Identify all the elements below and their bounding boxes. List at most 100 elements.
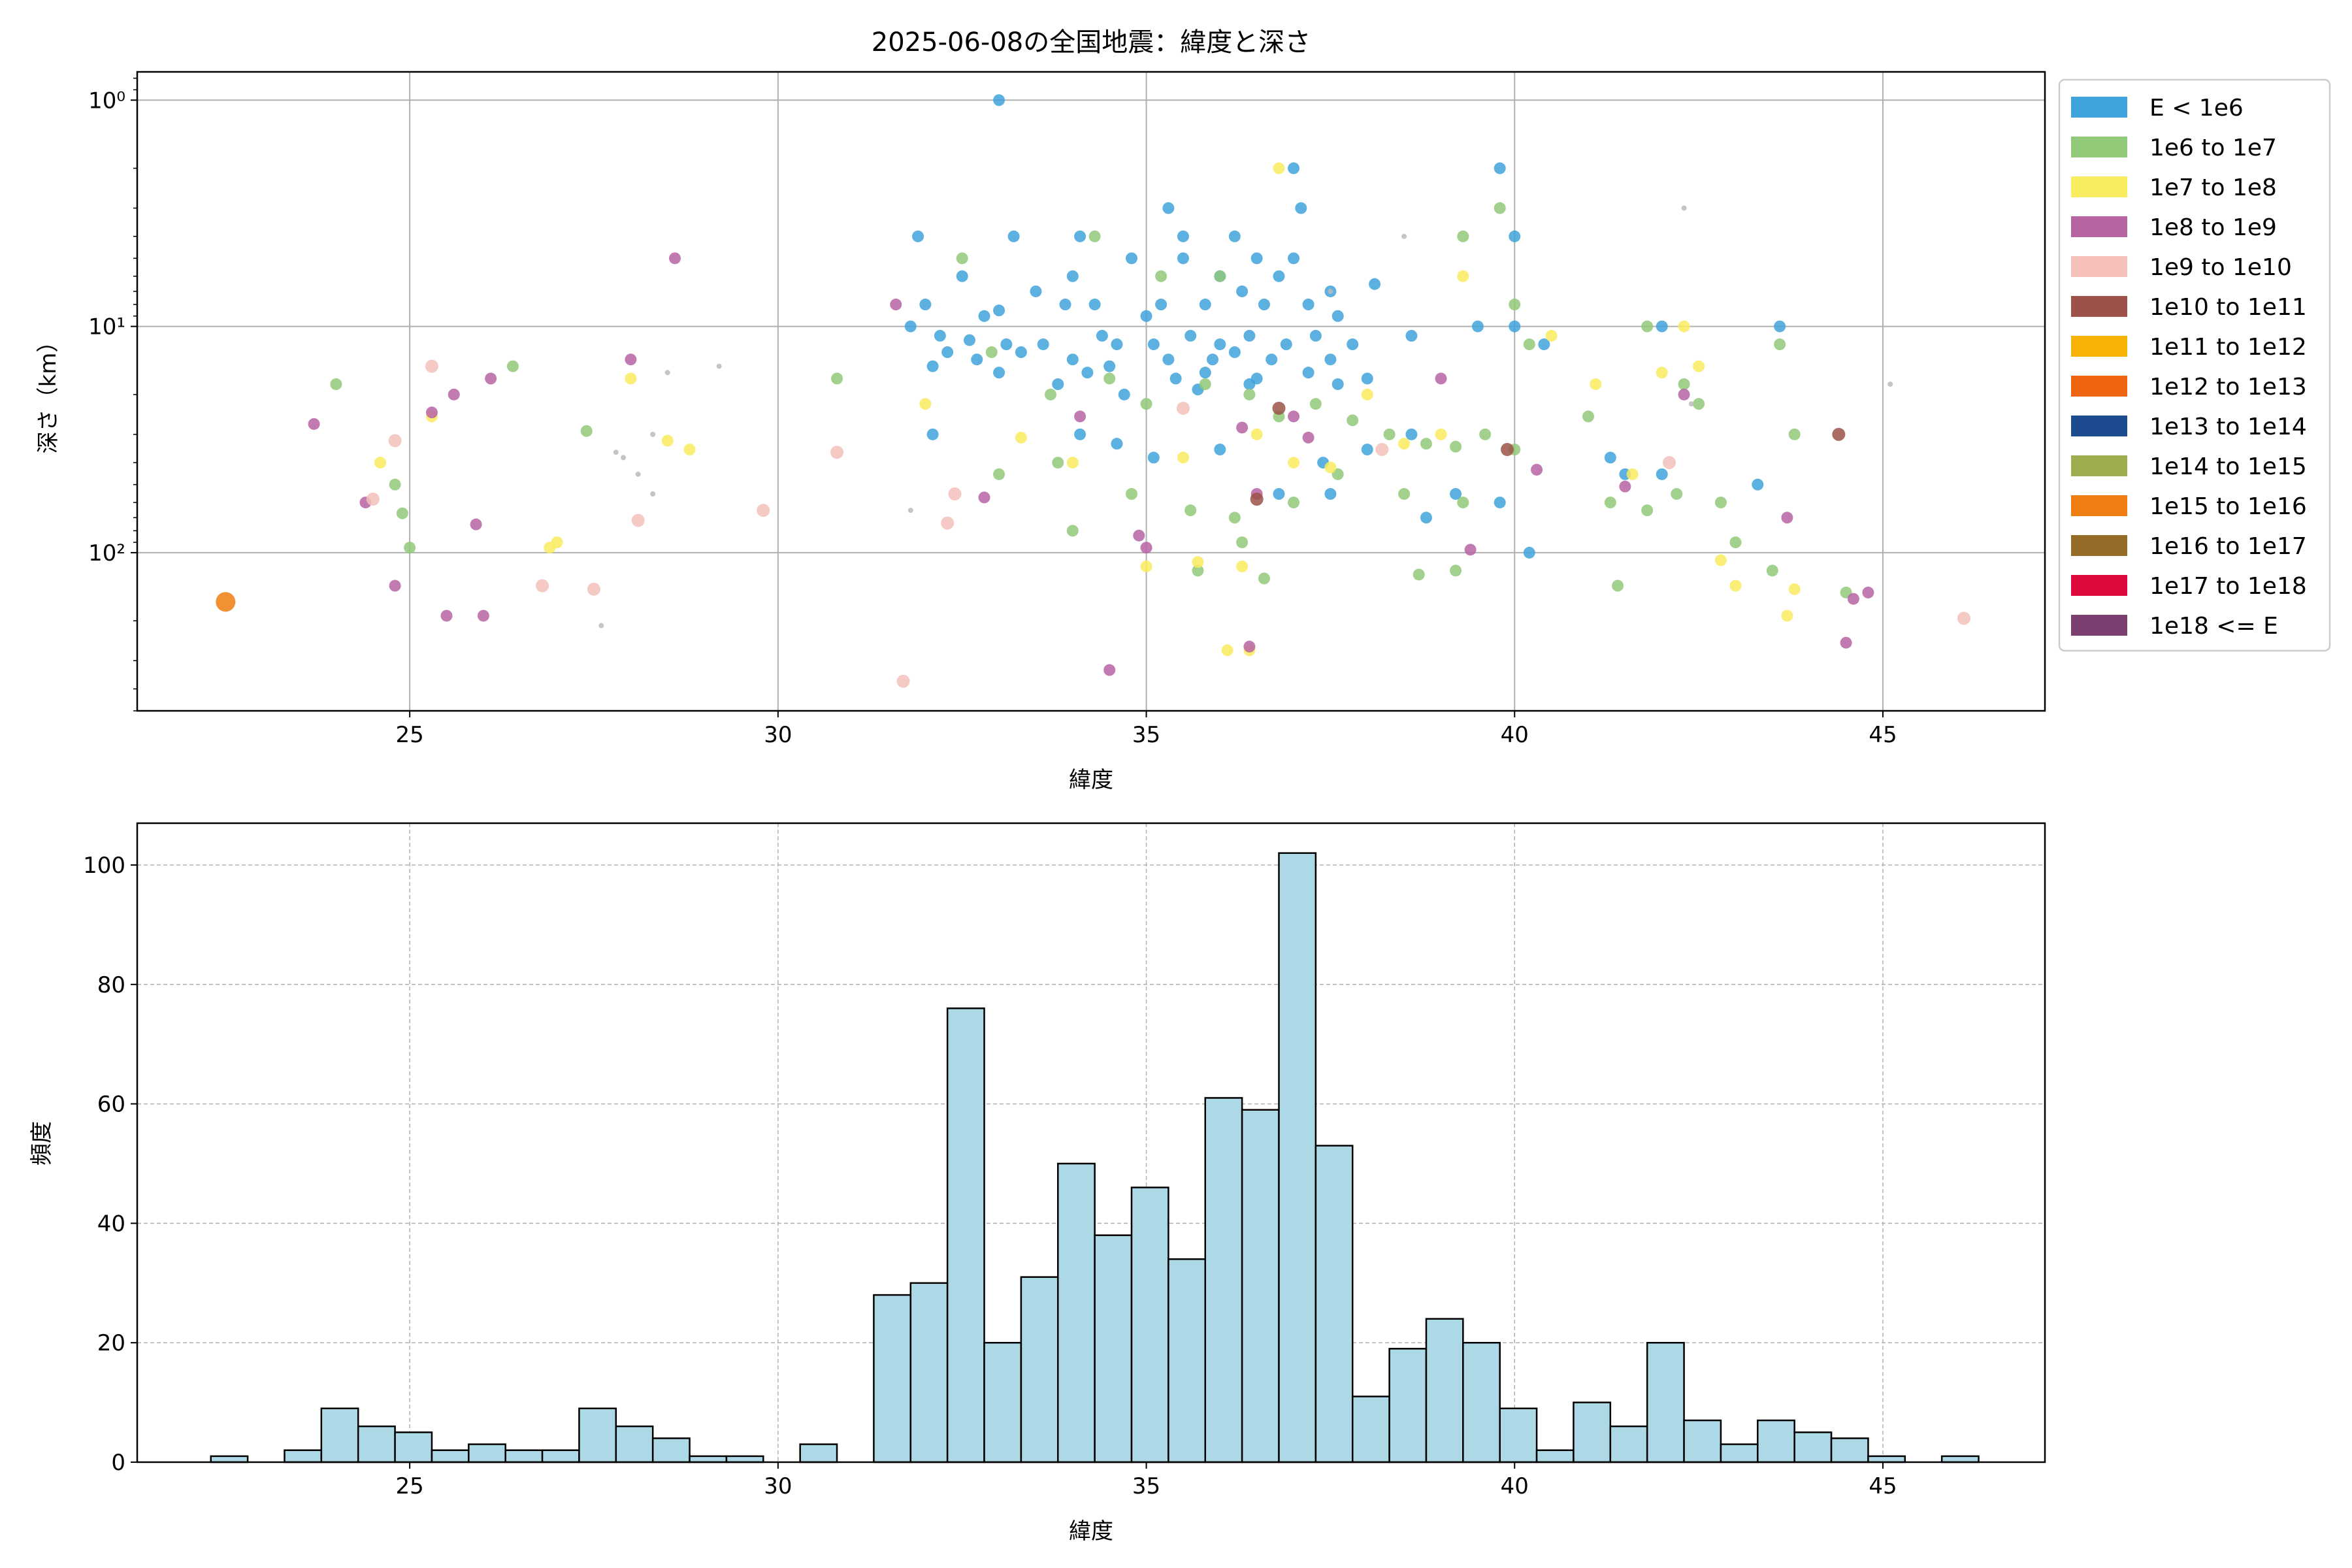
scatter-point [1766, 564, 1778, 577]
scatter-title: 2025-06-08の全国地震：緯度と深さ [872, 27, 1311, 57]
scatter-point [1176, 401, 1190, 415]
histogram-bar [615, 1425, 654, 1463]
scatter-point [1590, 378, 1602, 391]
scatter-point [669, 252, 681, 265]
scatter-point [1361, 372, 1373, 385]
histogram-bar [541, 1449, 580, 1463]
scatter-point [1531, 463, 1543, 476]
scatter-point [1236, 285, 1249, 297]
scatter-point [1714, 497, 1727, 509]
scatter-point [1162, 353, 1175, 366]
histogram-y-tick-label: 80 [97, 972, 125, 998]
scatter-point [1788, 583, 1801, 595]
scatter-point [1288, 410, 1300, 423]
scatter-point [551, 536, 563, 549]
scatter-point [580, 425, 593, 437]
scatter-point [1295, 202, 1307, 214]
scatter-point [1302, 431, 1315, 444]
scatter-point [1140, 542, 1152, 554]
scatter-point [1126, 252, 1138, 265]
scatter-point [1066, 525, 1079, 537]
scatter-point [1457, 497, 1469, 509]
scatter-point [1273, 488, 1285, 500]
scatter-point [1729, 580, 1742, 592]
scatter-point [1030, 285, 1042, 297]
scatter-point [1103, 360, 1116, 372]
scatter-point [388, 434, 402, 448]
histogram-bar [1793, 1431, 1833, 1463]
scatter-point [1494, 202, 1506, 214]
scatter-point [389, 478, 401, 491]
scatter-point [1523, 546, 1535, 559]
scatter-y-tick-label: 10¹ [88, 314, 125, 340]
legend-label: 1e10 to 1e11 [2149, 294, 2307, 321]
scatter-point [1656, 468, 1668, 480]
scatter-point [625, 372, 637, 385]
histogram-bar [394, 1431, 433, 1463]
scatter-point [1309, 398, 1322, 410]
scatter-point [941, 516, 955, 530]
legend-label: 1e7 to 1e8 [2149, 174, 2277, 201]
scatter-point [1523, 338, 1535, 351]
scatter-point [425, 359, 438, 373]
legend-swatch [2071, 296, 2127, 317]
histogram-bar [1130, 1186, 1169, 1463]
scatter-point [1324, 353, 1337, 366]
histogram-y-tick-label: 40 [97, 1211, 125, 1237]
legend-label: 1e11 to 1e12 [2149, 334, 2307, 361]
scatter-point [1457, 270, 1469, 282]
scatter-point [956, 270, 968, 282]
scatter-point [1103, 664, 1116, 676]
histogram-x-tick-label: 30 [764, 1473, 792, 1499]
scatter-frame [136, 71, 2046, 712]
scatter-point [993, 304, 1005, 317]
scatter-x-label: 緯度 [1069, 767, 1113, 793]
histogram-bar [1204, 1097, 1243, 1463]
scatter-point [1847, 593, 1859, 605]
scatter-point [448, 388, 460, 400]
scatter-point [506, 360, 519, 372]
scatter-point [1266, 353, 1278, 366]
histogram-bar [1425, 1318, 1464, 1463]
scatter-point [1347, 338, 1359, 351]
scatter-point [1663, 456, 1676, 470]
scatter-point [470, 518, 482, 531]
scatter-point [1545, 329, 1558, 342]
histogram-bar [983, 1341, 1022, 1463]
scatter-point [1147, 451, 1160, 464]
scatter-point [1273, 162, 1285, 174]
scatter-point [985, 346, 998, 359]
scatter-point [1774, 320, 1786, 333]
histogram-bar [1388, 1348, 1428, 1463]
histogram-y-tick-label: 0 [111, 1450, 125, 1476]
scatter-point [1096, 329, 1108, 342]
scatter-point [1457, 230, 1469, 242]
scatter-point [1288, 252, 1300, 265]
scatter-point [425, 406, 438, 419]
scatter-point [1177, 230, 1189, 242]
scatter-point [1081, 367, 1094, 379]
histogram-y-tick-label: 60 [97, 1092, 125, 1118]
scatter-point [1788, 428, 1801, 440]
legend-swatch [2071, 256, 2127, 277]
scatter-point [587, 582, 600, 596]
histogram-panel: 25 30 35 40 45 0 20 40 60 80 100 緯度 頻度 [29, 822, 2046, 1544]
legend-label: 1e6 to 1e7 [2149, 135, 2277, 161]
histogram-bar [689, 1455, 728, 1463]
scatter-point [1228, 230, 1241, 242]
scatter-point [1140, 560, 1152, 572]
scatter-point [1228, 346, 1241, 359]
scatter-point [374, 457, 387, 469]
scatter-point [1199, 299, 1211, 311]
scatter-point [1066, 457, 1079, 469]
scatter-point [1015, 346, 1027, 359]
histogram-x-ticks: 25 30 35 40 45 [396, 1462, 1897, 1499]
scatter-point [1258, 299, 1270, 311]
scatter-point [1066, 270, 1079, 282]
scatter-point [1302, 299, 1315, 311]
scatter-point [1088, 230, 1101, 242]
scatter-x-tick-label: 45 [1869, 722, 1897, 748]
scatter-point [1509, 230, 1521, 242]
scatter-y-label: 深さ（km） [35, 331, 61, 454]
legend-label: E < 1e6 [2149, 95, 2244, 122]
